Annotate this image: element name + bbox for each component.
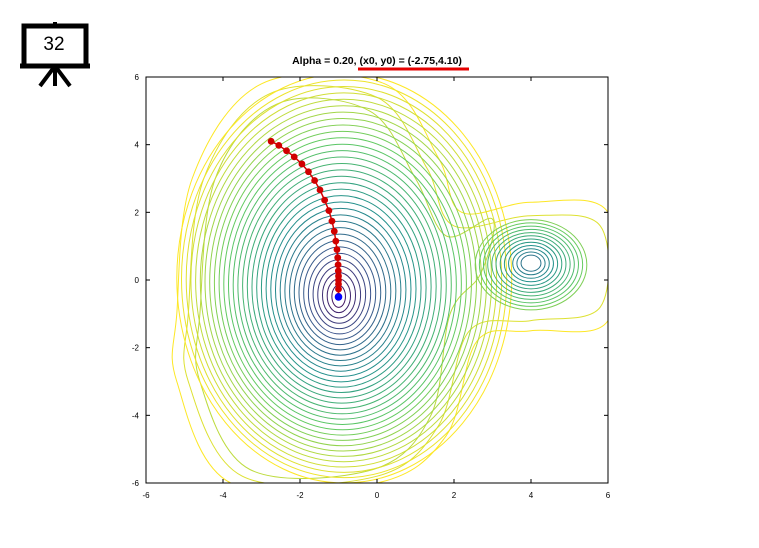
contour-line [199,105,488,457]
contour-line [289,227,392,356]
descent-path-point [333,246,341,253]
presentation-easel-icon [18,20,92,90]
contour-line [307,252,372,335]
descent-path-point [305,168,312,176]
contour-line [260,188,422,388]
contour-line [512,248,550,279]
contour-line [274,207,407,372]
contour-line [303,246,377,340]
contour-line [270,201,412,378]
x-tick-label: 2 [452,491,457,500]
x-tick-label: -2 [296,491,304,500]
contour-line [491,232,571,297]
contour-line [180,79,508,479]
descent-path-point [298,160,306,168]
y-tick-label: 0 [135,276,140,285]
contour-line [237,156,447,415]
descent-path-point [335,285,342,293]
x-tick-label: 4 [529,491,534,500]
contour-line [204,111,483,452]
descent-path-point [334,267,342,275]
slide-number: 32 [43,34,65,55]
contour-line [279,214,402,367]
contour-line [223,137,462,431]
contour-line [520,254,542,272]
contour-line [246,169,437,404]
contour-line [242,162,442,409]
contour-line [293,233,387,351]
descent-path-point [332,237,340,245]
contour-line [284,220,397,362]
descent-path-point [275,141,283,149]
contour-line [195,98,493,463]
descent-path [267,137,343,301]
y-tick-label: -6 [132,479,140,488]
contour-line [227,143,457,425]
y-tick-label: -2 [132,344,140,353]
descent-path-point [334,254,342,262]
contour-line [251,175,432,399]
contour-line [499,238,563,290]
descent-path-point [335,280,342,288]
descent-path-point [311,177,319,184]
descent-path-point [267,137,275,145]
contour-line [209,118,477,447]
plot-frame [145,76,609,484]
y-tick-label: 4 [135,141,140,150]
x-tick-label: 0 [375,491,380,500]
descent-path-point [328,217,336,225]
descent-path-point [334,261,342,269]
descent-path-point [316,186,324,194]
descent-path-point [321,196,329,204]
contour-line [483,225,579,304]
contour-lines [171,77,608,483]
x-tick-label: -4 [219,491,227,500]
y-tick-label: -4 [132,411,140,420]
chart-title-prefix: Alpha = 0.20, [292,55,359,67]
contour-line [298,239,382,346]
contour-line [478,222,584,307]
descent-path-point [330,227,338,235]
y-tick-label: 2 [135,208,140,217]
contour-line [487,228,575,300]
contour-line [508,244,554,283]
contour-line [503,241,559,286]
contour-line [495,235,567,293]
descent-path-point [283,147,290,155]
contour-line [474,219,588,311]
contour-line [232,150,452,420]
y-tick-label: 6 [135,73,140,82]
y-axis: -6 -4 -2 0 2 4 6 [132,73,608,488]
descent-end-point [334,293,343,301]
x-axis: -6 -4 -2 0 2 4 6 [142,77,611,500]
contour-line [265,195,417,383]
contour-line [256,182,427,393]
contour-line [195,97,495,479]
contour-line [516,251,546,276]
descent-path-point [325,207,333,215]
chart-title: Alpha = 0.20, (x0, y0) = (-2.75,4.10) [292,55,462,67]
x-tick-label: 6 [606,491,611,500]
descent-path-point [290,153,298,161]
x-tick-label: -6 [142,491,150,500]
chart-title-highlight: (x0, y0) = (-2.75,4.10) [359,55,461,67]
contour-line [213,124,472,441]
contour-line [218,130,467,436]
contour-line [183,85,608,483]
